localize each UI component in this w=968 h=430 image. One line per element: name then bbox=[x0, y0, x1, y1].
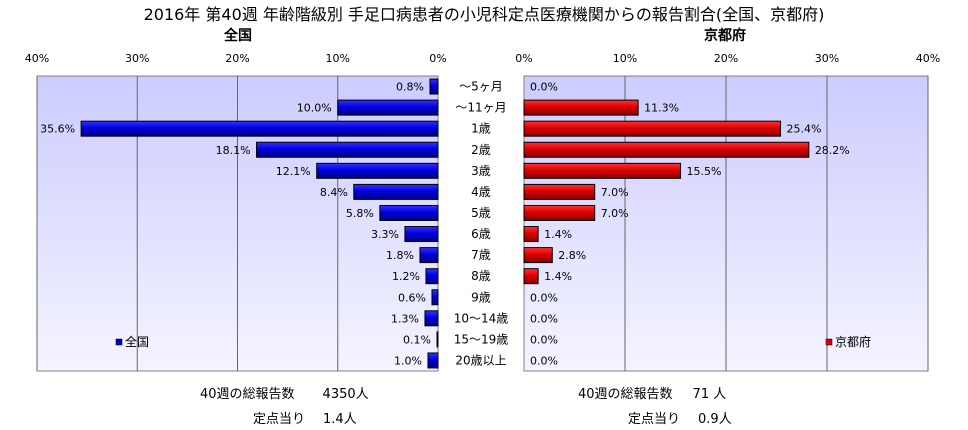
national-data-label: 1.3% bbox=[391, 312, 419, 325]
national-tick-label: 10% bbox=[326, 52, 350, 65]
kyoto-per-value: 0.9人 bbox=[698, 412, 732, 427]
national-bar bbox=[256, 141, 439, 158]
age-category-label: 5歳 bbox=[471, 206, 491, 220]
national-data-label: 5.8% bbox=[346, 207, 374, 220]
national-bar bbox=[425, 268, 439, 285]
kyoto-data-label: 0.0% bbox=[530, 354, 558, 367]
age-category-label: 15～19歳 bbox=[454, 332, 509, 346]
national-tick-label: 20% bbox=[225, 52, 249, 65]
national-bar bbox=[427, 352, 439, 369]
age-category-label: 7歳 bbox=[471, 248, 491, 262]
national-total-value: 4350人 bbox=[322, 387, 369, 402]
national-data-label: 12.1% bbox=[276, 165, 311, 178]
age-category-label: 3歳 bbox=[471, 164, 491, 178]
kyoto-total-label: 40週の総報告数 bbox=[578, 387, 673, 402]
age-category-label: 6歳 bbox=[471, 227, 491, 241]
national-tick-label: 0% bbox=[429, 52, 446, 65]
national-per-row: 定点当り 1.4人 bbox=[253, 408, 357, 427]
age-category-label: ～5ヶ月 bbox=[459, 80, 503, 94]
age-category-label: ～11ヶ月 bbox=[455, 101, 506, 115]
kyoto-data-label: 28.2% bbox=[815, 144, 850, 157]
kyoto-per-row: 定点当り 0.9人 bbox=[628, 408, 732, 427]
kyoto-tick-label: 40% bbox=[916, 52, 940, 65]
national-data-label: 8.4% bbox=[320, 186, 348, 199]
national-tick-label: 30% bbox=[125, 52, 149, 65]
national-data-label: 10.0% bbox=[297, 102, 332, 115]
kyoto-bar bbox=[523, 268, 539, 285]
national-bar bbox=[436, 331, 439, 348]
kyoto-tick-label: 10% bbox=[613, 52, 637, 65]
national-legend-label: 全国 bbox=[125, 334, 149, 349]
kyoto-data-label: 25.4% bbox=[787, 123, 822, 136]
kyoto-data-label: 0.0% bbox=[530, 81, 558, 94]
kyoto-tick-label: 0% bbox=[515, 52, 532, 65]
chart-title: 2016年 第40週 年齢階級別 手足口病患者の小児科定点医療機関からの報告割合… bbox=[144, 5, 825, 24]
national-data-label: 35.6% bbox=[40, 123, 75, 136]
kyoto-bar bbox=[523, 120, 782, 137]
kyoto-data-label: 15.5% bbox=[687, 165, 722, 178]
national-per-label: 定点当り bbox=[253, 412, 306, 427]
national-data-label: 0.1% bbox=[403, 333, 431, 346]
kyoto-bar bbox=[523, 162, 682, 179]
kyoto-tick-label: 20% bbox=[714, 52, 738, 65]
age-category-label: 1歳 bbox=[471, 122, 491, 136]
kyoto-tick-label: 30% bbox=[815, 52, 839, 65]
age-category-label: 4歳 bbox=[471, 185, 491, 199]
age-category-label: 20歳以上 bbox=[455, 353, 506, 367]
kyoto-panel-title: 京都府 bbox=[704, 27, 746, 44]
kyoto-data-label: 7.0% bbox=[601, 186, 629, 199]
national-bar bbox=[316, 162, 439, 179]
age-category-label: 8歳 bbox=[471, 269, 491, 283]
kyoto-bar bbox=[523, 204, 596, 221]
kyoto-bar bbox=[523, 99, 639, 116]
national-bar bbox=[353, 183, 439, 200]
national-data-label: 1.2% bbox=[392, 270, 420, 283]
kyoto-bar bbox=[523, 141, 810, 158]
age-category-label: 9歳 bbox=[471, 290, 491, 304]
national-bar bbox=[424, 310, 439, 327]
national-data-label: 3.3% bbox=[371, 228, 399, 241]
kyoto-data-label: 0.0% bbox=[530, 333, 558, 346]
kyoto-total-value: 71 人 bbox=[692, 387, 727, 402]
national-panel-title: 全国 bbox=[223, 27, 252, 44]
kyoto-data-label: 0.0% bbox=[530, 291, 558, 304]
national-bar bbox=[419, 247, 439, 264]
national-data-label: 1.0% bbox=[394, 354, 422, 367]
national-bar bbox=[337, 99, 439, 116]
kyoto-legend-swatch bbox=[825, 338, 833, 346]
national-bar bbox=[80, 120, 439, 137]
kyoto-data-label: 1.4% bbox=[544, 228, 572, 241]
national-legend-swatch bbox=[115, 338, 123, 346]
national-bar bbox=[431, 289, 439, 306]
age-category-label: 2歳 bbox=[471, 143, 491, 157]
national-total-label: 40週の総報告数 bbox=[200, 387, 295, 402]
chart-svg: 2016年 第40週 年齢階級別 手足口病患者の小児科定点医療機関からの報告割合… bbox=[25, 5, 940, 372]
national-data-label: 0.6% bbox=[398, 291, 426, 304]
kyoto-per-label: 定点当り bbox=[628, 412, 681, 427]
national-data-label: 1.8% bbox=[386, 249, 414, 262]
national-bar bbox=[379, 204, 439, 221]
age-category-label: 10～14歳 bbox=[454, 311, 509, 325]
national-bar bbox=[429, 78, 439, 95]
national-per-value: 1.4人 bbox=[323, 412, 357, 427]
national-total-row: 40週の総報告数 4350人 bbox=[200, 383, 369, 402]
kyoto-data-label: 1.4% bbox=[544, 270, 572, 283]
kyoto-data-label: 7.0% bbox=[601, 207, 629, 220]
national-tick-label: 40% bbox=[25, 52, 49, 65]
kyoto-total-row: 40週の総報告数 71 人 bbox=[578, 383, 726, 402]
kyoto-legend-label: 京都府 bbox=[835, 334, 871, 349]
kyoto-data-label: 11.3% bbox=[644, 102, 679, 115]
kyoto-bar bbox=[523, 226, 539, 243]
national-data-label: 18.1% bbox=[216, 144, 251, 157]
kyoto-data-label: 0.0% bbox=[530, 312, 558, 325]
national-bar bbox=[404, 226, 439, 243]
kyoto-bar bbox=[523, 247, 553, 264]
national-data-label: 0.8% bbox=[396, 81, 424, 94]
kyoto-data-label: 2.8% bbox=[558, 249, 586, 262]
kyoto-bar bbox=[523, 183, 596, 200]
